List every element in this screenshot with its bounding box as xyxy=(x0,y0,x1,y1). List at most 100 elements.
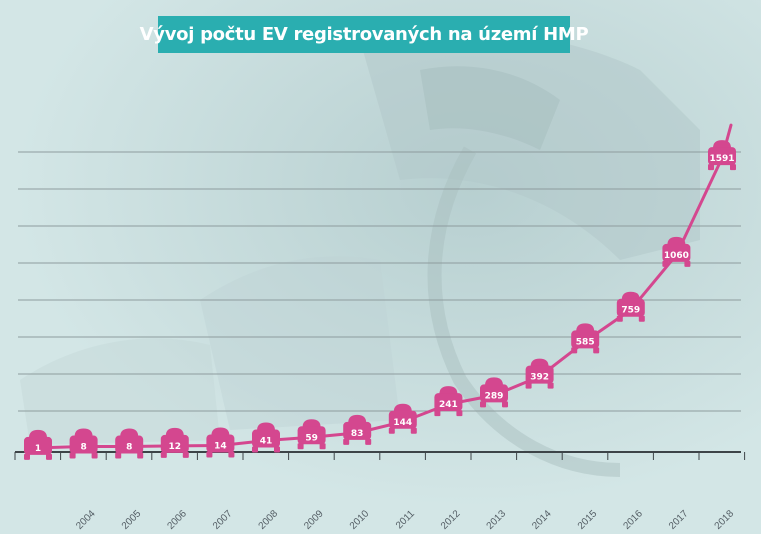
data-label: 8 xyxy=(126,443,132,453)
car-icon-wheel xyxy=(662,260,669,267)
car-icon xyxy=(206,427,235,458)
car-icon-roof xyxy=(713,140,731,149)
data-label: 1060 xyxy=(664,251,689,261)
car-icon-wheel xyxy=(137,452,144,459)
car-icon-body xyxy=(115,435,144,454)
car-icon-wheel xyxy=(24,453,30,460)
x-tick-label: 2005 xyxy=(120,508,144,532)
car-icon-roof xyxy=(621,291,640,300)
car-icon xyxy=(343,414,372,445)
data-label: 144 xyxy=(393,418,412,428)
car-icon-wheel xyxy=(365,438,372,445)
data-label: 1 xyxy=(35,444,41,454)
car-icon-roof xyxy=(393,403,412,412)
car-icon-body xyxy=(206,434,235,453)
x-tick-label: 2007 xyxy=(211,508,235,532)
car-icon xyxy=(434,386,463,417)
car-icon-wheel xyxy=(571,347,578,354)
car-icon xyxy=(571,323,600,354)
car-icon-wheel xyxy=(502,401,508,408)
x-tick-label: 2012 xyxy=(439,508,463,532)
car-icon xyxy=(525,358,554,389)
car-icon-roof xyxy=(120,428,139,437)
car-icon xyxy=(480,377,508,408)
car-icon-wheel xyxy=(160,451,167,458)
car-icon-wheel xyxy=(115,452,122,459)
car-icon-roof xyxy=(667,236,686,245)
car-icon-body xyxy=(662,243,691,262)
car-icon-wheel xyxy=(388,427,395,434)
car-icon-wheel xyxy=(228,451,235,458)
x-tick-label: 2013 xyxy=(485,508,509,532)
car-icon xyxy=(69,428,98,459)
car-icon-body xyxy=(525,365,554,384)
car-icon-wheel xyxy=(708,164,714,171)
car-icon-body xyxy=(297,426,326,445)
car-icon xyxy=(24,429,52,460)
car-icon xyxy=(616,291,645,322)
car-icon-body xyxy=(616,298,645,317)
car-icon-wheel xyxy=(69,452,76,459)
data-label: 241 xyxy=(439,400,458,410)
car-icon xyxy=(708,140,736,171)
car-icon-body xyxy=(708,147,736,166)
data-label: 83 xyxy=(351,429,364,439)
data-label: 59 xyxy=(305,433,318,443)
car-icon-roof xyxy=(530,358,549,367)
car-icon-wheel xyxy=(638,315,645,322)
data-label: 8 xyxy=(80,443,86,453)
car-icon-wheel xyxy=(206,451,213,458)
car-icon-roof xyxy=(439,386,458,395)
car-icon-wheel xyxy=(319,443,326,450)
car-icon-wheel xyxy=(456,410,463,417)
car-icon-wheel xyxy=(410,427,417,434)
car-icon-body xyxy=(480,384,508,403)
car-icon-roof xyxy=(348,414,367,423)
data-label: 41 xyxy=(260,437,273,447)
car-icon-roof xyxy=(211,427,230,436)
car-icon-wheel xyxy=(343,438,350,445)
x-tick-label: 2010 xyxy=(348,508,372,532)
data-label: 1591 xyxy=(709,154,734,164)
car-icon-body xyxy=(343,421,372,440)
car-icon-wheel xyxy=(730,164,736,171)
car-icon-wheel xyxy=(434,410,441,417)
car-icon-wheel xyxy=(91,452,98,459)
car-icon xyxy=(388,403,417,434)
data-label: 12 xyxy=(169,442,182,452)
data-label: 759 xyxy=(621,306,640,316)
car-icon-roof xyxy=(485,377,503,386)
data-label: 585 xyxy=(576,337,595,347)
car-icon-wheel xyxy=(616,315,623,322)
car-icon xyxy=(297,419,326,450)
x-tick-label: 2014 xyxy=(530,508,554,532)
x-tick-label: 2008 xyxy=(257,508,281,532)
x-tick-label: 2016 xyxy=(621,508,645,532)
x-tick-label: 2006 xyxy=(165,508,189,532)
car-icon-wheel xyxy=(593,347,600,354)
car-icon-wheel xyxy=(46,453,52,460)
x-tick-label: 2011 xyxy=(394,508,417,531)
car-icon-body xyxy=(69,435,98,454)
car-icon-roof xyxy=(302,419,321,428)
car-icon-wheel xyxy=(182,451,189,458)
x-tick-label: 2009 xyxy=(302,508,326,532)
car-icon-wheel xyxy=(525,382,532,389)
car-icon-wheel xyxy=(297,443,304,450)
car-icon-wheel xyxy=(684,260,691,267)
car-icon xyxy=(252,422,280,453)
car-icon-roof xyxy=(29,429,47,438)
car-icon-roof xyxy=(257,422,275,431)
x-tick-label: 2004 xyxy=(74,508,98,532)
car-icon-roof xyxy=(165,427,184,436)
chart-title: Vývoj počtu EV registrovaných na území H… xyxy=(140,16,589,53)
car-icon-body xyxy=(24,436,52,455)
car-icon-wheel xyxy=(274,446,280,453)
car-icon-wheel xyxy=(480,401,486,408)
car-icon-body xyxy=(388,410,417,429)
car-icon-body xyxy=(571,330,600,349)
car-icon xyxy=(160,427,189,458)
car-icon-wheel xyxy=(547,382,554,389)
